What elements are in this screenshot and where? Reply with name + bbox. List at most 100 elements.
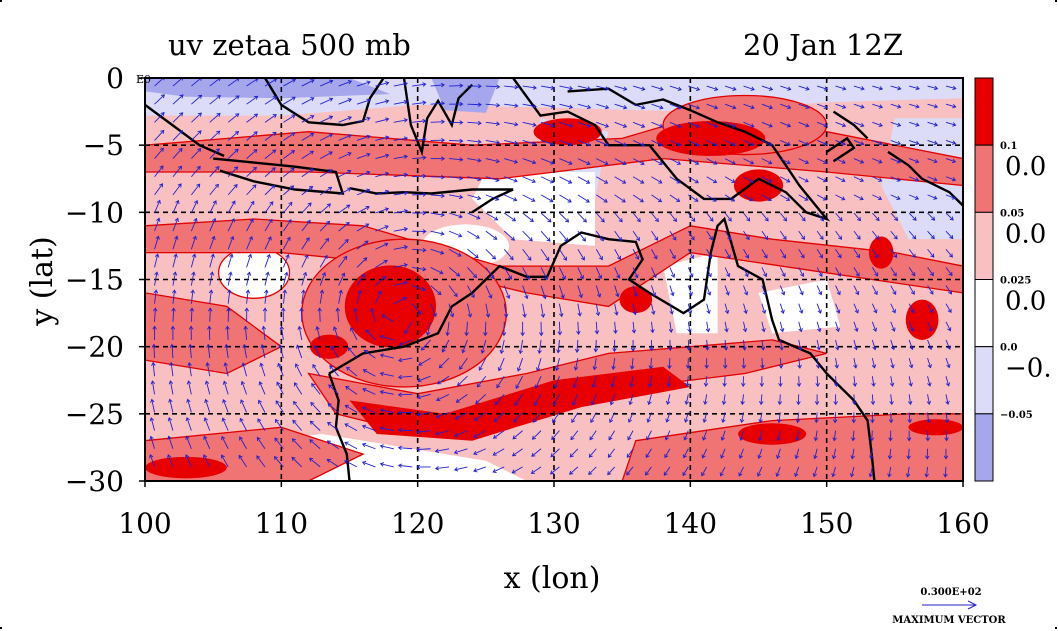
wind-vector: [467, 230, 480, 239]
wind-vector: [650, 321, 655, 334]
wind-vector: [418, 357, 431, 366]
wind-vector: [816, 249, 823, 259]
wind-vector: [704, 358, 709, 369]
wind-vector: [361, 424, 376, 432]
wind-vector: [485, 212, 499, 221]
wind-vector: [743, 230, 750, 241]
wind-vector: [742, 339, 747, 351]
wind-vector: [945, 230, 954, 240]
coastline-java: [213, 157, 345, 195]
wind-vector: [283, 219, 292, 232]
wind-vector: [706, 176, 718, 184]
wind-vector: [614, 212, 623, 223]
wind-vector: [261, 325, 267, 340]
wind-vector: [798, 267, 805, 278]
wind-vector: [724, 194, 736, 202]
wind-vector: [780, 176, 791, 183]
wind-vector: [626, 448, 634, 458]
wind-vector: [906, 448, 911, 460]
wind-vector: [276, 381, 284, 395]
wind-vector: [485, 140, 501, 145]
wind-vector: [522, 85, 537, 90]
wind-vector: [591, 376, 597, 389]
wind-vector: [927, 158, 938, 164]
wind-vector: [927, 121, 939, 127]
wind-vector: [311, 383, 321, 395]
wind-vector: [150, 398, 155, 413]
wind-vector: [356, 289, 362, 304]
wind-vector: [687, 212, 696, 222]
wind-vector: [191, 94, 203, 105]
wind-vector: [246, 184, 257, 196]
wind-vector: [344, 423, 358, 432]
wind-vector: [816, 158, 828, 164]
wind-vector: [629, 376, 634, 388]
wind-vector: [890, 267, 897, 277]
wind-vector: [888, 412, 894, 424]
wind-vector: [346, 366, 358, 377]
wind-vector: [595, 285, 602, 298]
wind-vector: [246, 235, 253, 250]
wind-vector: [705, 339, 710, 351]
wind-vector: [264, 167, 276, 178]
wind-vector: [645, 448, 652, 459]
wind-vector: [870, 394, 876, 406]
wind-vector: [906, 430, 912, 442]
colorbar-level-label: 0.025: [1000, 276, 1031, 287]
wind-vector: [301, 150, 314, 159]
wind-vector: [614, 285, 620, 298]
x-axis-label: x (lon): [504, 561, 601, 596]
wind-vector: [246, 253, 253, 268]
wind-vector: [224, 343, 229, 359]
wind-vector: [720, 448, 726, 459]
wind-vector: [522, 285, 529, 300]
wind-vector: [338, 116, 352, 123]
wind-vector: [448, 157, 464, 162]
wind-vector: [780, 194, 791, 201]
wind-vector: [945, 357, 951, 369]
colorbar-level-label: −0.05: [1000, 410, 1033, 421]
wind-vector: [283, 185, 295, 196]
wind-vector: [664, 448, 671, 459]
wind-vector: [397, 374, 413, 380]
wind-vector: [476, 375, 487, 388]
wind-vector: [338, 204, 351, 214]
wind-vector: [816, 85, 829, 91]
wind-vector: [292, 419, 303, 431]
wind-vector: [851, 412, 857, 424]
wind-vector: [651, 249, 658, 260]
wind-vector: [722, 376, 727, 388]
wind-vector: [761, 85, 774, 91]
wind-vector: [480, 339, 487, 354]
wind-vector: [516, 357, 524, 372]
wind-vector: [797, 339, 803, 351]
wind-vector: [835, 176, 846, 183]
wind-vector: [379, 444, 394, 450]
wind-vector: [577, 267, 584, 280]
vector-reference-label: MAXIMUM VECTOR: [892, 615, 1006, 626]
wind-vector: [492, 430, 505, 439]
wind-vector: [724, 85, 737, 91]
y-tick-label: −20: [65, 331, 124, 364]
wind-vector: [853, 357, 858, 369]
wind-vector: [356, 240, 369, 250]
wind-vector: [632, 194, 644, 203]
wind-vector: [375, 189, 390, 196]
wind-vector: [533, 394, 542, 406]
wind-vector: [559, 249, 567, 261]
wind-vector: [664, 430, 671, 441]
wind-vector: [687, 230, 695, 241]
wind-vector: [889, 394, 894, 406]
wind-vector: [908, 376, 913, 387]
wind-vector: [416, 429, 431, 435]
wind-vector: [629, 358, 635, 370]
colorbar-value-label: −0.: [1005, 354, 1052, 384]
wind-vector: [628, 394, 634, 406]
field-region: [663, 252, 718, 334]
wind-vector: [924, 466, 929, 478]
wind-vector: [569, 448, 579, 458]
wind-vector: [614, 303, 619, 316]
wind-vector: [240, 380, 247, 395]
wind-vector: [532, 412, 542, 423]
wind-vector: [816, 194, 827, 201]
